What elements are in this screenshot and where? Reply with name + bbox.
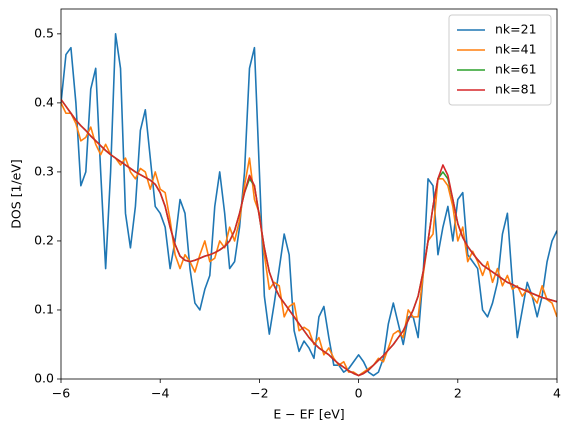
plot-frame xyxy=(60,8,558,380)
y-tick-label: 0.0 xyxy=(34,371,54,386)
legend-box xyxy=(448,14,552,106)
y-axis-label: DOS [1/eV] xyxy=(9,159,24,229)
legend-label: nk=41 xyxy=(495,42,537,57)
x-tick-label: −4 xyxy=(151,386,169,401)
legend-label: nk=61 xyxy=(495,62,537,77)
series-line xyxy=(61,33,557,377)
x-tick-label: 2 xyxy=(454,386,462,401)
legend-label: nk=81 xyxy=(495,82,537,97)
x-tick-label: 0 xyxy=(355,386,363,401)
y-tick-label: 0.5 xyxy=(34,25,54,40)
series-line xyxy=(61,102,557,377)
y-tick-label: 0.2 xyxy=(34,232,54,247)
x-tick-label: −2 xyxy=(250,386,268,401)
x-tick-label: −6 xyxy=(52,386,70,401)
y-tick-label: 0.3 xyxy=(34,163,54,178)
legend-label: nk=21 xyxy=(495,22,537,37)
series-line xyxy=(61,98,557,377)
y-tick-label: 0.1 xyxy=(34,301,54,316)
series-line xyxy=(61,98,557,377)
x-tick-label: 4 xyxy=(553,386,561,401)
y-tick-label: 0.4 xyxy=(34,94,54,109)
x-axis-label: E − EF [eV] xyxy=(273,407,344,422)
